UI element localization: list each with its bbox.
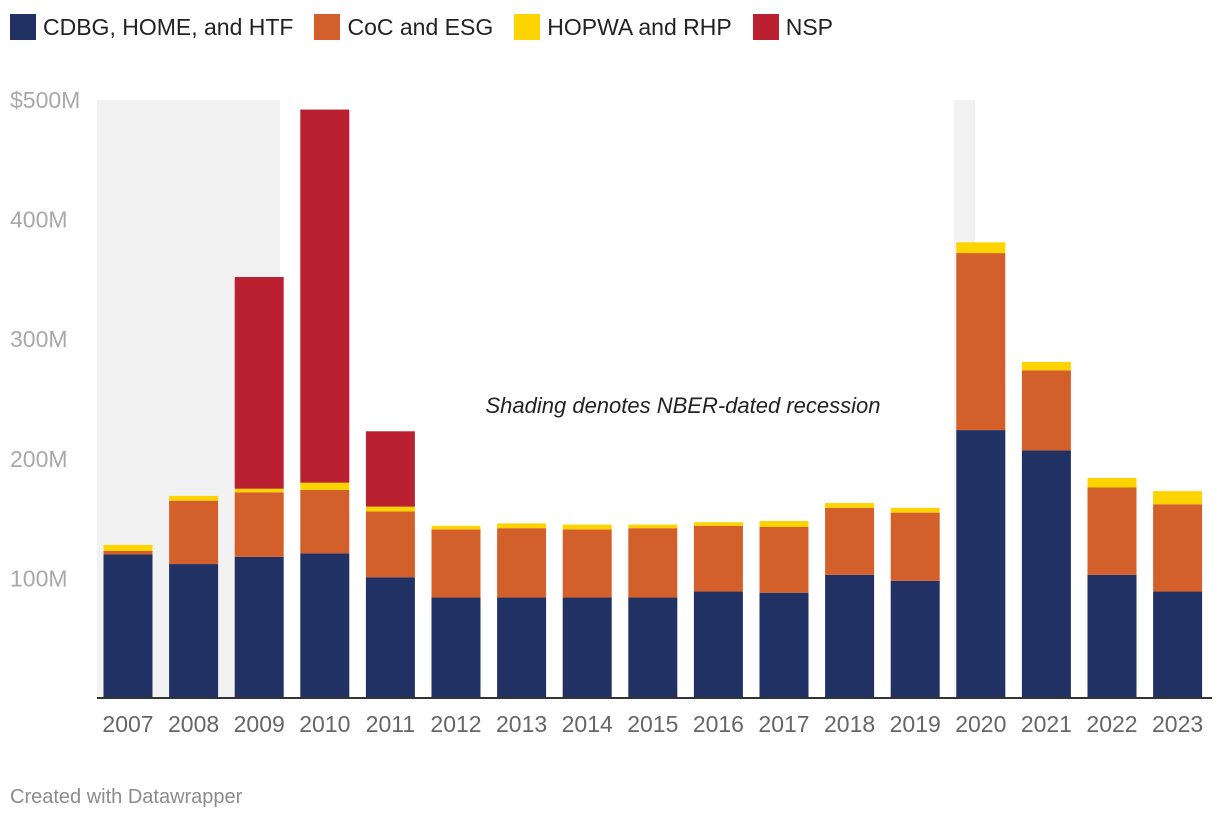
bar-cdbg-home-and-htf [956,430,1006,698]
bar-cdbg-home-and-htf [628,597,678,698]
bar-coc-and-esg [1021,370,1071,451]
bar-hopwa-and-rhp [693,522,743,526]
x-tick-label: 2022 [1086,711,1137,737]
legend-item-coc: CoC and ESG [314,14,493,41]
bar-coc-and-esg [300,489,350,554]
legend-item-nsp: NSP [752,13,834,41]
x-tick-label: 2018 [824,711,875,737]
y-tick-label: 100M [10,565,68,591]
bar-coc-and-esg [1153,504,1203,592]
legend-swatch [314,14,341,40]
bar-hopwa-and-rhp [103,544,153,551]
chart-annotation: Shading denotes NBER-dated recession [485,393,880,418]
bar-hopwa-and-rhp [300,482,350,490]
bar-cdbg-home-and-htf [431,597,481,698]
bar-hopwa-and-rhp [825,503,875,508]
bar-cdbg-home-and-htf [365,577,415,698]
bar-coc-and-esg [497,528,547,598]
bar-coc-and-esg [365,511,415,578]
bar-hopwa-and-rhp [1153,491,1203,505]
bar-coc-and-esg [169,500,219,565]
bar-hopwa-and-rhp [169,495,219,501]
bar-hopwa-and-rhp [497,523,547,529]
bar-cdbg-home-and-htf [562,597,612,698]
bar-hopwa-and-rhp [759,520,809,527]
bar-coc-and-esg [562,529,612,598]
bar-hopwa-and-rhp [234,488,284,493]
bar-coc-and-esg [431,529,481,598]
bar-hopwa-and-rhp [956,242,1006,254]
y-tick-label: $500M [10,87,80,113]
bar-hopwa-and-rhp [365,506,415,512]
bar-coc-and-esg [103,550,153,555]
x-tick-label: 2007 [102,711,153,737]
bar-cdbg-home-and-htf [890,580,940,698]
y-tick-label: 300M [10,326,68,352]
footer-credit: Created with Datawrapper [10,786,243,808]
bar-coc-and-esg [956,253,1006,431]
x-tick-label: 2008 [168,711,219,737]
x-tick-label: 2020 [955,711,1006,737]
x-tick-label: 2023 [1152,711,1203,737]
bar-coc-and-esg [825,507,875,575]
legend-item-cdbg: CDBG, HOME, and HTF [10,14,293,41]
bar-hopwa-and-rhp [890,507,940,513]
bar-hopwa-and-rhp [1087,477,1137,488]
bar-cdbg-home-and-htf [825,574,875,698]
bar-hopwa-and-rhp [628,524,678,529]
bar-hopwa-and-rhp [1021,361,1071,371]
legend-item-hopwa: HOPWA and RHP [514,13,732,41]
y-tick-label: 200M [10,446,68,472]
bar-cdbg-home-and-htf [693,591,743,698]
bar-hopwa-and-rhp [562,524,612,530]
bar-coc-and-esg [234,492,284,557]
x-tick-label: 2021 [1021,711,1072,737]
bar-cdbg-home-and-htf [103,554,153,698]
bar-nsp [365,431,415,507]
bar-cdbg-home-and-htf [1021,450,1071,698]
bar-coc-and-esg [693,525,743,592]
bar-cdbg-home-and-htf [1153,591,1203,698]
legend-swatch [752,14,779,40]
x-tick-label: 2011 [366,711,415,737]
bar-cdbg-home-and-htf [234,556,284,698]
legend-swatch [514,14,541,40]
x-tick-label: 2013 [496,711,547,737]
bar-cdbg-home-and-htf [169,564,219,698]
x-tick-label: 2012 [430,711,481,737]
bar-coc-and-esg [1087,487,1137,575]
legend: CDBG, HOME, and HTF CoC and ESG HOPWA an… [10,12,854,42]
bar-nsp [234,277,284,489]
legend-label: CoC and ESG [347,13,494,40]
bar-coc-and-esg [759,526,809,593]
legend-label: NSP [785,13,834,40]
x-tick-label: 2019 [890,711,941,737]
bar-cdbg-home-and-htf [1087,574,1137,698]
bar-coc-and-esg [628,528,678,598]
bar-nsp [300,109,350,483]
x-tick-label: 2014 [562,711,613,737]
bar-cdbg-home-and-htf [759,592,809,698]
y-tick-label: 400M [10,207,68,233]
x-tick-label: 2015 [627,711,678,737]
bar-coc-and-esg [890,512,940,581]
x-tick-label: 2016 [693,711,744,737]
legend-swatch [10,14,36,40]
bar-cdbg-home-and-htf [300,553,350,698]
x-tick-label: 2017 [758,711,809,737]
bar-cdbg-home-and-htf [497,597,547,698]
x-tick-label: 2009 [234,711,285,737]
bar-hopwa-and-rhp [431,525,481,530]
legend-label: HOPWA and RHP [547,13,732,40]
legend-label: CDBG, HOME, and HTF [43,13,294,40]
x-tick-label: 2010 [299,711,350,737]
